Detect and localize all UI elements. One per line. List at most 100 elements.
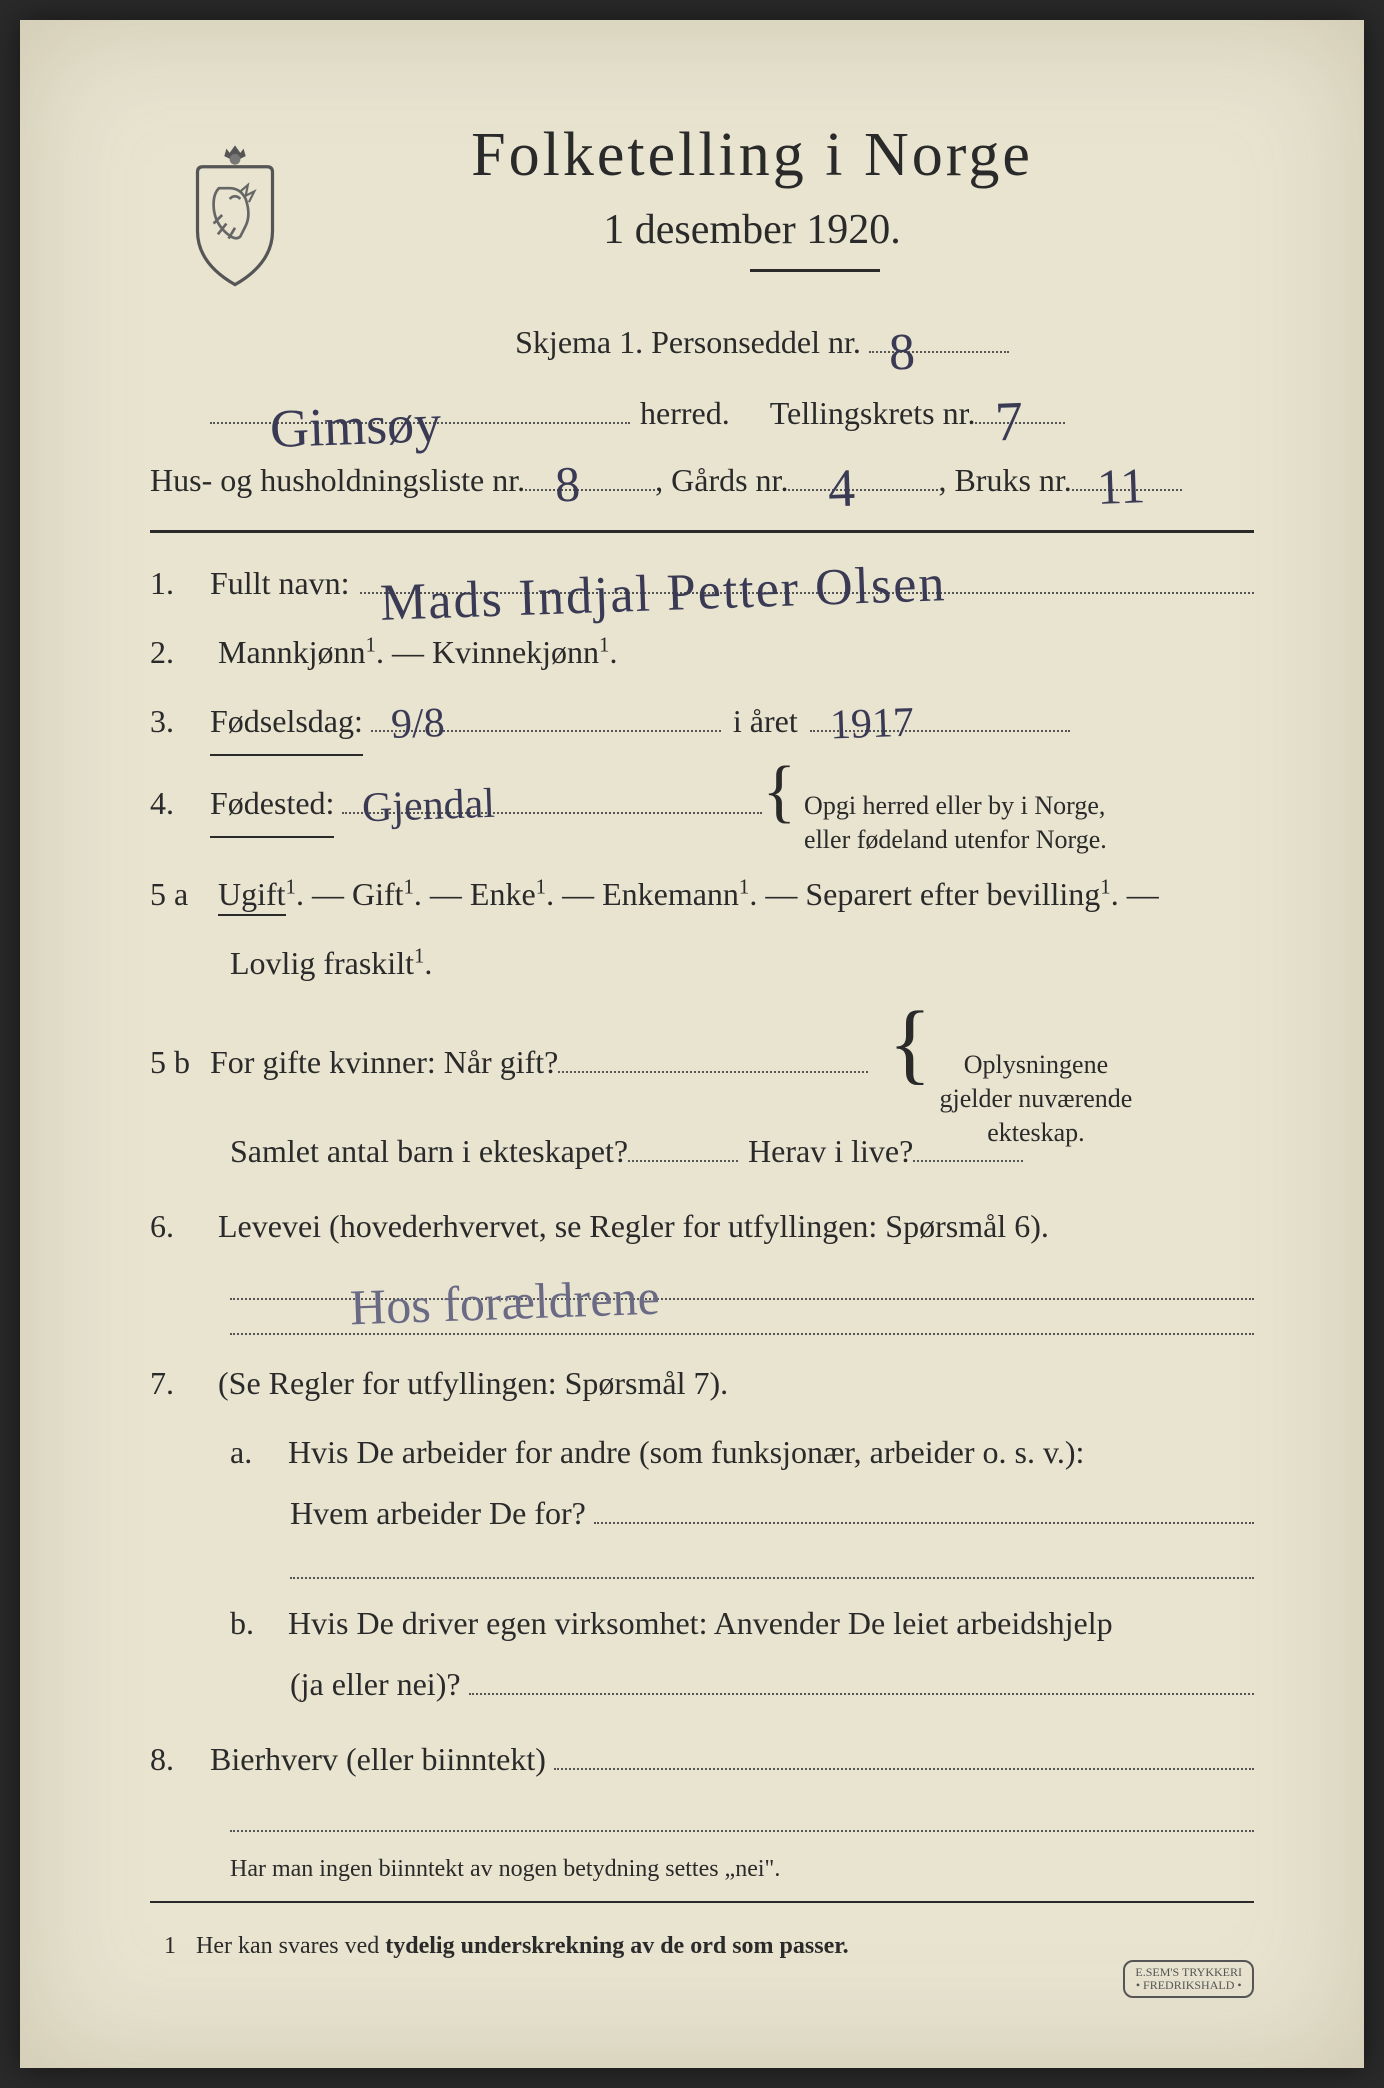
ugift-underlined: Ugift — [218, 876, 286, 916]
q1-row: 1. Fullt navn: Mads Indjal Petter Olsen — [150, 553, 1254, 614]
q2-p2: . — [609, 634, 617, 670]
q7b-field — [469, 1660, 1254, 1695]
q5a-last: Lovlig fraskilt1. — [230, 945, 432, 981]
q4-num: 4. — [150, 773, 210, 834]
q4-note-l2: eller fødeland utenfor Norge. — [804, 825, 1107, 854]
q3-year-label: i året — [733, 691, 798, 752]
q2-sup2: 1 — [599, 634, 609, 657]
q5b-field1 — [558, 1038, 868, 1073]
skjema-label: Skjema 1. Personseddel nr. — [515, 324, 861, 360]
q3-day-field: 9/8 — [371, 697, 721, 732]
q7b-row1: b. Hvis De driver egen virksomhet: Anven… — [230, 1593, 1254, 1654]
q7b-line1: Hvis De driver egen virksomhet: Anvender… — [288, 1605, 1113, 1641]
q6-field2 — [230, 1300, 1254, 1335]
q2-p1: . — [376, 634, 384, 670]
q4-label: Fødested: — [210, 773, 334, 838]
title-rule — [750, 269, 880, 272]
q1-label: Fullt navn: — [210, 553, 350, 614]
q1-num: 1. — [150, 553, 210, 614]
q7a-row2: Hvem arbeider De for? — [290, 1483, 1254, 1544]
q3-num: 3. — [150, 691, 210, 752]
q2-mann-text: Mannkjønn — [218, 634, 366, 670]
q2-num: 2. — [150, 622, 210, 683]
printer-stamp: E.SEM'S TRYKKERI • FREDRIKSHALD • — [1123, 1960, 1254, 1998]
gards-field: 4 — [788, 455, 938, 490]
q1-field: Mads Indjal Petter Olsen — [360, 559, 1254, 594]
q7a-row3 — [290, 1544, 1254, 1579]
q5a-row: 5 a Ugift1. — Gift1. — Enke1. — Enkemann… — [150, 864, 1254, 925]
q7-label: (Se Regler for utfyllingen: Spørsmål 7). — [218, 1365, 728, 1401]
tellingskrets-label: Tellingskrets nr. — [770, 383, 976, 444]
gards-value: 4 — [827, 437, 858, 540]
q8-field2 — [230, 1797, 1254, 1832]
q4-field: Gjendal — [342, 779, 762, 814]
herred-label: herred. — [640, 383, 730, 444]
q5b-label2: Samlet antal barn i ekteskapet? — [230, 1121, 628, 1182]
q7b-num: b. — [230, 1593, 280, 1654]
personseddel-field: 8 — [869, 318, 1009, 353]
title-main: Folketelling i Norge — [250, 120, 1254, 191]
q5b-field2 — [628, 1127, 738, 1162]
q6-field-row: Hos forældrene — [230, 1265, 1254, 1300]
q6-row: 6. Levevei (hovederhvervet, se Regler fo… — [150, 1196, 1254, 1257]
q4-note: Opgi herred eller by i Norge, eller føde… — [804, 789, 1107, 857]
q4-note-l1: Opgi herred eller by i Norge, — [804, 791, 1105, 820]
coat-of-arms-icon — [180, 140, 290, 290]
bruks-field: 11 — [1072, 455, 1182, 490]
q7a-field2 — [290, 1544, 1254, 1579]
q3-year-field: 1917 — [810, 697, 1070, 732]
bruks-label: , Bruks nr. — [938, 450, 1071, 511]
q7-row: 7. (Se Regler for utfyllingen: Spørsmål … — [150, 1353, 1254, 1414]
q7a-field — [594, 1489, 1254, 1524]
meta-line-1: Skjema 1. Personseddel nr. 8 — [270, 312, 1254, 373]
footer-note-2: 1 Her kan svares ved tydelig underskrekn… — [150, 1933, 1254, 1960]
census-form-page: Folketelling i Norge 1 desember 1920. Sk… — [20, 20, 1364, 2068]
q4-value: Gjendal — [361, 764, 497, 848]
q8-num: 8. — [150, 1729, 210, 1790]
q6-field-row2 — [230, 1300, 1254, 1335]
q2-row: 2. Mannkjønn1. — Kvinnekjønn1. — [150, 622, 1254, 683]
q5b-label3: Herav i live? — [748, 1121, 913, 1182]
q3-row: 3. Fødselsdag: 9/8 i året 1917 — [150, 691, 1254, 756]
q5b-num: 5 b — [150, 1032, 210, 1093]
brace-icon-2: { — [888, 1008, 931, 1080]
q6-label: Levevei (hovederhvervet, se Regler for u… — [218, 1208, 1049, 1244]
q5b-label1: For gifte kvinner: Når gift? — [210, 1032, 558, 1093]
q2-sup1: 1 — [366, 634, 376, 657]
q5a-row2: Lovlig fraskilt1. — [230, 933, 1254, 994]
q2-mann: Mannkjønn1. — [218, 634, 384, 670]
q5b-field3 — [913, 1127, 1023, 1162]
meta-line-3: Hus- og husholdningsliste nr. 8 , Gårds … — [150, 450, 1254, 511]
footnote-bold: tydelig underskrekning av de ord som pas… — [385, 1933, 848, 1959]
q7-num: 7. — [150, 1353, 210, 1414]
hus-label: Hus- og husholdningsliste nr. — [150, 450, 525, 511]
form-header: Folketelling i Norge 1 desember 1920. — [150, 120, 1254, 272]
q2-kvinne-text: Kvinnekjønn — [432, 634, 599, 670]
hus-field: 8 — [525, 455, 655, 490]
q6-num: 6. — [150, 1196, 210, 1257]
hus-value: 8 — [553, 437, 581, 533]
q5b-row2: Samlet antal barn i ekteskapet? Herav i … — [230, 1121, 1254, 1182]
footnote-prefix: Her kan svares ved — [196, 1933, 385, 1959]
q7b-line2: (ja eller nei)? — [290, 1654, 461, 1715]
q3-year-value: 1917 — [828, 683, 915, 766]
q8-field — [554, 1734, 1254, 1769]
q3-label: Fødselsdag: — [210, 691, 363, 756]
q6-field: Hos forældrene — [230, 1265, 1254, 1300]
q8-label: Bierhverv (eller biinntekt) — [210, 1729, 546, 1790]
q5a-num: 5 a — [150, 864, 210, 925]
q5b-note-l1: Oplysningene — [964, 1050, 1108, 1079]
q3-day-value: 9/8 — [390, 684, 446, 766]
q2-kvinne: Kvinnekjønn1. — [432, 634, 618, 670]
q5a-opts: Ugift1. — Gift1. — Enke1. — Enkemann1. —… — [218, 876, 1159, 912]
divider-main — [150, 530, 1254, 533]
printer-l2: • FREDRIKSHALD • — [1136, 1978, 1242, 1992]
q4-row: 4. Fødested: Gjendal { Opgi herred eller… — [150, 764, 1254, 857]
footer-rule — [150, 1901, 1254, 1903]
q8-row: 8. Bierhverv (eller biinntekt) — [150, 1729, 1254, 1790]
title-date: 1 desember 1920. — [250, 206, 1254, 254]
q8-row2 — [230, 1797, 1254, 1832]
footnote-num: 1 — [150, 1933, 190, 1960]
printer-l1: E.SEM'S TRYKKERI — [1135, 1965, 1242, 1979]
q7b-row2: (ja eller nei)? — [290, 1654, 1254, 1715]
